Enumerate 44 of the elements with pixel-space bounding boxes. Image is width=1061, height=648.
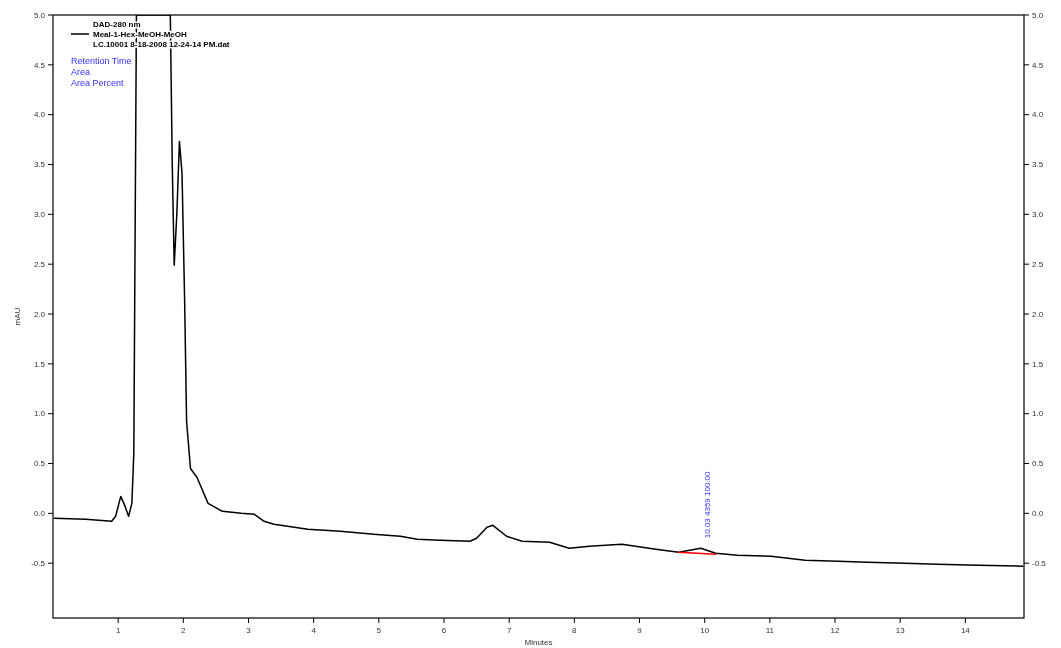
x-tick-label: 9 (637, 626, 643, 635)
x-tick-label: 12 (830, 626, 841, 635)
y2-tick-label: 4.5 (1032, 60, 1044, 70)
x-tick-label: 14 (960, 626, 971, 635)
y-tick-label: 1.0 (33, 409, 46, 419)
y-tick-label: 3.0 (33, 210, 46, 220)
y2-tick-label: 1.0 (1032, 409, 1044, 419)
y-tick-label: 4.0 (33, 110, 46, 120)
y2-tick-label: 2.5 (1032, 259, 1044, 269)
annotation: Area Percent (71, 78, 125, 88)
y-tick-label: 5.0 (33, 10, 46, 20)
y2-tick-label: 0.0 (1032, 509, 1044, 519)
y2-tick-label: 3.5 (1032, 160, 1044, 170)
x-tick-label: 10 (700, 626, 710, 635)
y2-tick-label: -0.5 (1032, 558, 1047, 568)
y2-tick-label: 5.0 (1032, 10, 1044, 20)
x-tick-label: 6 (441, 626, 447, 635)
y-tick-label: 0.0 (33, 509, 46, 519)
y-tick-label: 2.0 (33, 309, 46, 319)
x-tick-label: 7 (506, 626, 512, 635)
annotation: Retention Time (71, 56, 132, 66)
annotation: 10.03 4359 100.00 (702, 470, 712, 539)
y2-tick-label: 1.5 (1032, 359, 1044, 369)
x-tick-label: 4 (311, 626, 317, 635)
y-tick-label: 1.5 (33, 359, 46, 369)
x-tick-label: 13 (895, 626, 906, 635)
x-tick-label: 8 (572, 626, 578, 635)
x-tick-label: 3 (246, 626, 252, 635)
y2-tick-label: 4.0 (1032, 110, 1044, 120)
x-tick-label: 5 (376, 626, 382, 635)
y-tick-label: 2.5 (33, 259, 46, 269)
x-tick-label: 2 (181, 626, 187, 635)
x-axis-title: Minutes (524, 638, 553, 647)
y2-tick-label: 2.0 (1032, 309, 1044, 319)
y-tick-label: 3.5 (33, 160, 46, 170)
y-axis-title: mAU (13, 307, 22, 326)
y2-tick-label: 0.5 (1032, 459, 1044, 469)
x-tick-label: 11 (765, 626, 775, 635)
y-tick-label: -0.5 (31, 558, 46, 568)
y-tick-label: 0.5 (33, 459, 46, 469)
y-tick-label: 4.5 (33, 60, 46, 70)
x-tick-label: 1 (115, 626, 121, 635)
annotation: Area (71, 67, 91, 77)
y2-tick-label: 3.0 (1032, 210, 1044, 220)
